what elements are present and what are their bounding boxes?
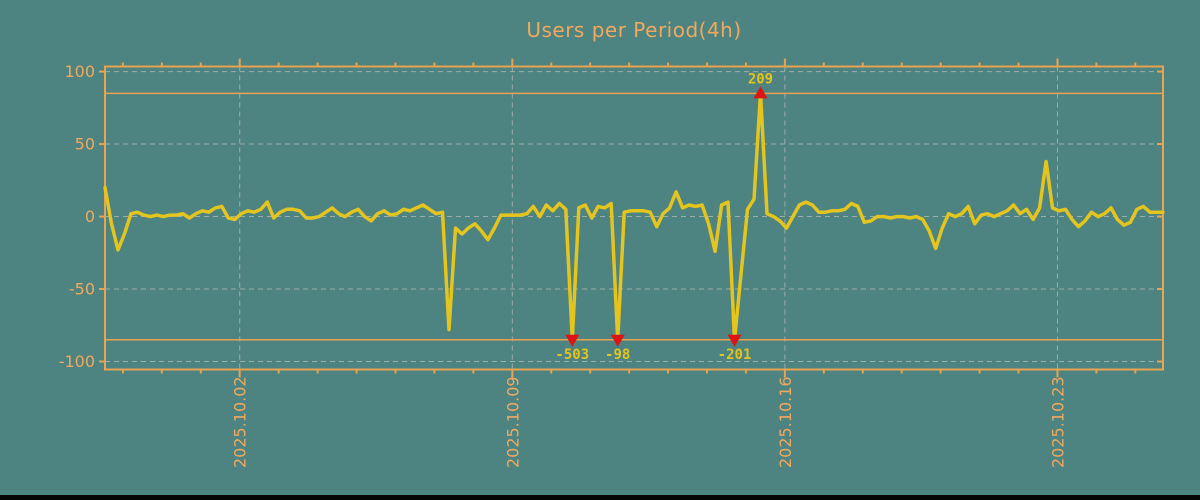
y-tick-label: -100 bbox=[59, 352, 95, 371]
valley-marker-icon bbox=[565, 334, 580, 347]
valley-marker-icon bbox=[610, 334, 625, 347]
x-tick-label: 2025.10.16 bbox=[776, 376, 795, 468]
y-tick-label: 100 bbox=[64, 62, 95, 81]
series-line bbox=[103, 91, 1165, 342]
plot-border bbox=[104, 65, 1164, 371]
x-tick-label: 2025.10.02 bbox=[231, 376, 250, 468]
y-tick-label: 50 bbox=[75, 135, 95, 154]
x-tick-label: 2025.10.23 bbox=[1048, 376, 1067, 468]
chart-title: Users per Period(4h) bbox=[526, 18, 742, 42]
y-tick-label: -50 bbox=[69, 280, 95, 299]
x-tick-label: 2025.10.09 bbox=[503, 376, 522, 468]
annotation-label: -201 bbox=[718, 347, 752, 363]
y-tick-label: 0 bbox=[85, 207, 95, 226]
valley-marker-icon bbox=[727, 334, 742, 347]
annotation-label: -503 bbox=[555, 347, 589, 363]
peak-marker-icon bbox=[753, 86, 768, 99]
annotation-label: -98 bbox=[605, 347, 630, 363]
bottom-edge-bar bbox=[0, 495, 1200, 500]
annotation-label: 209 bbox=[748, 71, 773, 87]
